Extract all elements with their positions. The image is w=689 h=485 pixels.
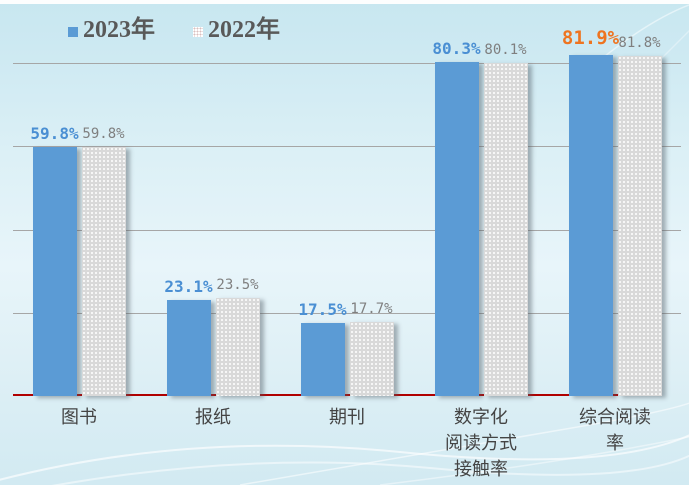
bar-value-label-2023年-1: 59.8% xyxy=(30,124,79,144)
legend-item-2023: 2023年 xyxy=(68,18,155,42)
legend-item-2022: 2022年 xyxy=(193,18,280,42)
bar-2022年-5 xyxy=(617,55,662,396)
bar-2022年-2 xyxy=(215,298,260,396)
legend-swatch-2023-icon xyxy=(68,26,78,37)
bar-value-label-2023年-5: 81.9% xyxy=(561,27,620,50)
bar-value-label-2022年-4: 80.1% xyxy=(484,41,527,58)
bar-value-label-2022年-1: 59.8% xyxy=(82,126,125,143)
bar-2023年-3 xyxy=(300,323,345,396)
bar-value-label-2023年-4: 80.3% xyxy=(432,38,481,58)
bar-value-label-2022年-2: 23.5% xyxy=(216,277,259,294)
bar-2022年-1 xyxy=(81,147,126,396)
category-label-2: 报纸 xyxy=(195,407,231,427)
legend-label-2022: 2022年 xyxy=(208,17,280,43)
bar-2023年-4 xyxy=(434,61,479,396)
bar-value-label-2023年-2: 23.1% xyxy=(164,276,213,296)
category-label-4: 数字化 阅读方式 接触率 xyxy=(445,407,517,479)
category-label-5: 综合阅读率 xyxy=(579,407,651,453)
bar-2023年-1 xyxy=(32,147,77,396)
legend-label-2023: 2023年 xyxy=(83,17,155,43)
bar-2023年-2 xyxy=(166,299,211,396)
bar-value-label-2022年-5: 81.8% xyxy=(618,34,661,51)
gridline-40 xyxy=(13,230,681,231)
legend: 2023年 2022年 xyxy=(68,18,280,42)
bar-2022年-4 xyxy=(483,62,528,396)
bar-2022年-3 xyxy=(349,322,394,396)
bar-value-label-2023年-3: 17.5% xyxy=(298,300,347,320)
bar-2023年-5 xyxy=(568,55,613,396)
top-border-strip xyxy=(0,0,689,4)
gridline-60 xyxy=(13,146,681,147)
gridline-80 xyxy=(13,63,681,64)
category-label-1: 图书 xyxy=(61,407,97,427)
category-label-3: 期刊 xyxy=(329,407,365,427)
legend-swatch-2022-icon xyxy=(193,26,203,37)
gridline-20 xyxy=(13,313,681,314)
bar-value-label-2022年-3: 17.7% xyxy=(350,301,393,318)
